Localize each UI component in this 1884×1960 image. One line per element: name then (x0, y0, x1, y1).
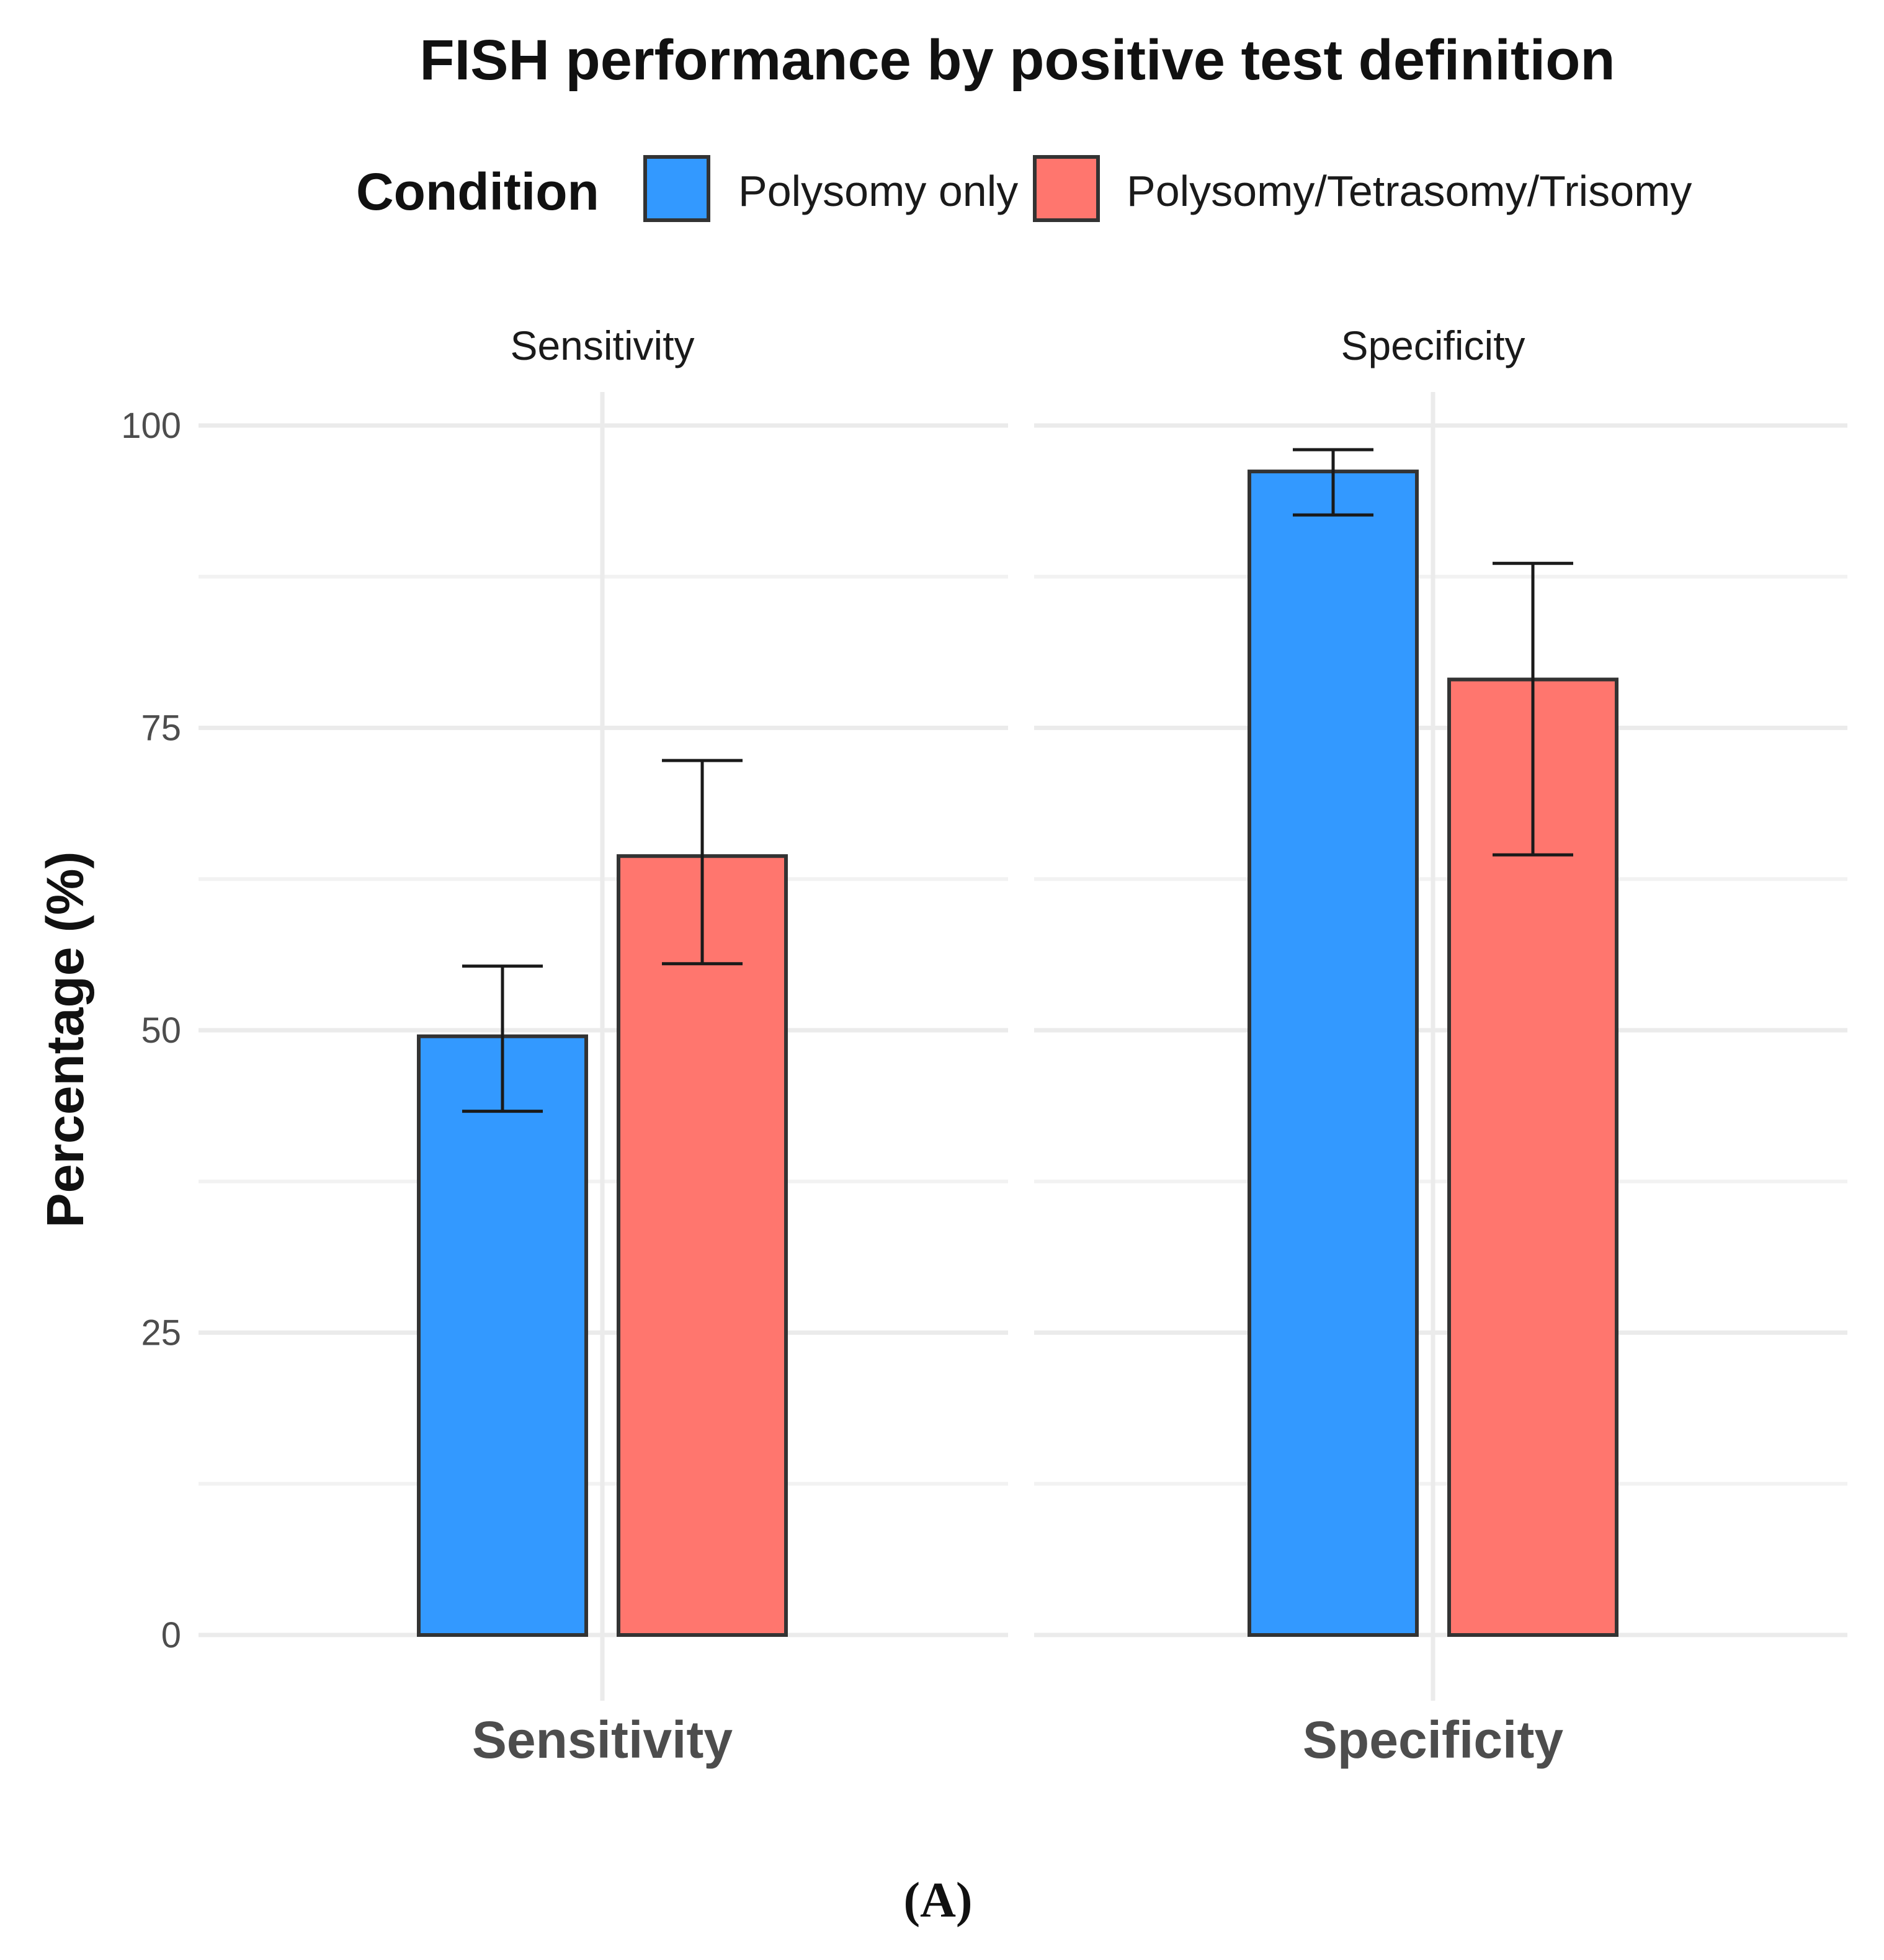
legend-swatch-polysomy-tetrasomy-trisomy (1033, 155, 1100, 222)
gridlines (199, 392, 1847, 1701)
x-tick-label-specificity: Specificity (1303, 1711, 1563, 1769)
bar-polysomy-only-sensitivity (417, 1034, 588, 1637)
legend: Condition Polysomy only Polysomy/Tetraso… (356, 155, 1692, 222)
facet-strip-sensitivity: Sensitivity (510, 323, 694, 368)
y-axis-ticks: 0 25 50 75 100 (121, 406, 181, 1655)
y-tick-label: 75 (141, 708, 181, 749)
y-tick-label: 0 (161, 1615, 181, 1655)
error-bar (1293, 448, 1373, 517)
panel-label: (A) (903, 1873, 972, 1928)
y-axis-title: Percentage (%) (36, 852, 94, 1228)
legend-label-polysomy-only: Polysomy only (738, 167, 1018, 215)
error-bar (462, 964, 543, 1113)
bars (417, 470, 1618, 1637)
legend-swatch-polysomy-only (643, 155, 710, 222)
bar-polysomy-only-specificity (1248, 470, 1419, 1637)
x-tick-label-sensitivity: Sensitivity (472, 1711, 733, 1769)
y-tick-label: 25 (141, 1313, 181, 1353)
error-bar (1493, 561, 1573, 857)
chart-title: FISH performance by positive test defini… (419, 29, 1615, 92)
y-tick-label: 50 (141, 1010, 181, 1051)
legend-title: Condition (356, 163, 599, 221)
bar-polysomy-tetrasomy-trisomy-sensitivity (617, 854, 788, 1637)
error-bars (462, 448, 1573, 1113)
y-tick-label: 100 (121, 406, 181, 446)
facet-strip-specificity: Specificity (1341, 323, 1525, 368)
legend-label-polysomy-tetrasomy-trisomy: Polysomy/Tetrasomy/Trisomy (1127, 167, 1692, 215)
error-bar (662, 759, 743, 966)
